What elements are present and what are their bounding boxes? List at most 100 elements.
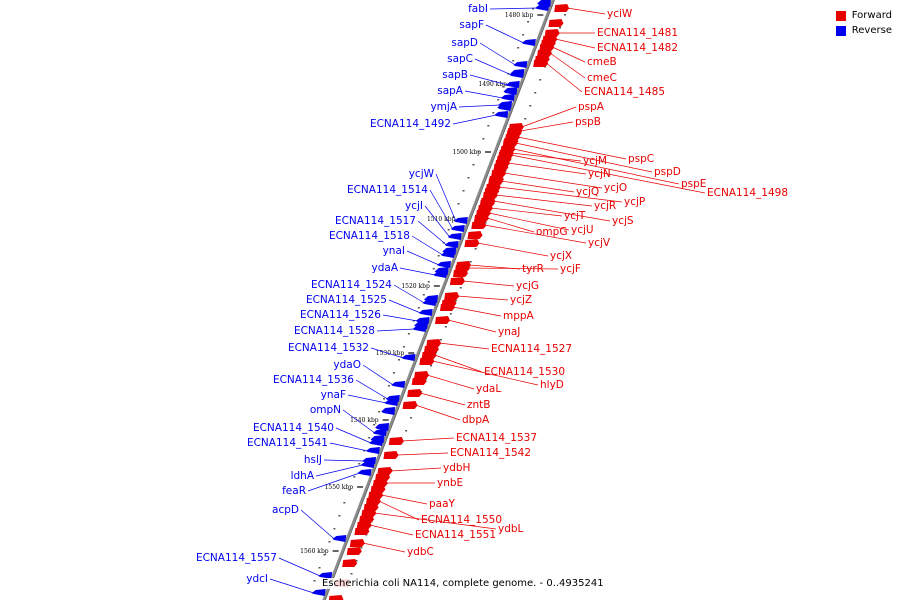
reverse-leader-line <box>382 314 418 322</box>
reverse-gene-label: ECNA114_1525 <box>306 294 387 306</box>
reverse-feature <box>318 572 333 579</box>
reverse-leader-line <box>376 328 415 332</box>
forward-gene-label: ycjP <box>624 196 645 208</box>
reverse-feature <box>442 247 457 255</box>
forward-leader-line <box>490 207 563 217</box>
reverse-gene-label: ECNA114_1524 <box>311 279 392 291</box>
reverse-feature <box>381 407 396 415</box>
minor-dot <box>534 92 537 94</box>
reverse-feature <box>360 461 375 468</box>
forward-leader-line <box>549 52 586 79</box>
forward-gene-label: ycjV <box>588 237 611 249</box>
minor-dot <box>348 489 351 491</box>
reverse-feature <box>414 321 429 329</box>
forward-feature <box>441 299 457 307</box>
forward-gene-label: pspA <box>578 101 605 113</box>
forward-leader-line <box>439 342 490 350</box>
forward-leader-line <box>507 162 587 175</box>
reverse-feature <box>311 589 326 596</box>
minor-dot <box>462 190 465 192</box>
forward-gene-label: ycjO <box>604 182 627 194</box>
forward-leader-line <box>420 392 466 406</box>
reverse-leader-line <box>485 24 524 44</box>
legend: Forward Reverse <box>835 8 892 38</box>
minor-dot <box>454 300 457 302</box>
reverse-gene-label: fabI <box>468 3 488 15</box>
minor-dot <box>449 313 452 315</box>
forward-gene-label: ECNA114_1530 <box>484 366 565 378</box>
reverse-leader-line <box>411 235 444 256</box>
reverse-gene-label: ECNA114_1526 <box>300 309 381 321</box>
reverse-feature <box>503 87 518 95</box>
reverse-gene-label: ycjI <box>405 200 423 212</box>
forward-feature <box>346 547 362 555</box>
forward-feature <box>467 231 483 239</box>
forward-gene-label: pspD <box>654 166 681 178</box>
reverse-feature <box>497 103 512 111</box>
forward-feature <box>354 527 370 535</box>
forward-leader-line <box>545 62 583 93</box>
reverse-leader-line <box>474 58 512 76</box>
forward-feature <box>342 559 358 567</box>
forward-feature <box>349 539 365 547</box>
forward-gene-label: paaY <box>429 498 456 510</box>
forward-feature <box>554 4 570 12</box>
forward-feature <box>407 389 423 397</box>
forward-leader-line <box>495 194 593 207</box>
forward-gene-label: ECNA114_1482 <box>597 42 678 54</box>
forward-feature <box>383 451 399 459</box>
forward-leader-line <box>510 154 706 194</box>
forward-leader-line <box>415 404 461 421</box>
tick-label: 1560 kbp <box>300 548 329 555</box>
reverse-gene-label: ydaO <box>333 359 361 371</box>
forward-feature <box>363 503 379 511</box>
forward-feature <box>544 29 560 37</box>
forward-leader-line <box>362 542 406 553</box>
reverse-leader-line <box>342 409 376 434</box>
forward-leader-line <box>515 142 653 173</box>
genome-backbone <box>322 0 555 600</box>
reverse-gene-label: sapF <box>459 19 484 31</box>
reverse-leader-line <box>429 189 454 230</box>
reverse-feature <box>437 261 452 268</box>
reverse-gene-label: hslJ <box>304 454 322 466</box>
minor-dot <box>405 430 408 432</box>
forward-gene-label: ycjZ <box>510 294 532 306</box>
reverse-leader-line <box>300 509 335 540</box>
forward-gene-label: pspC <box>628 153 654 165</box>
forward-feature <box>423 345 439 353</box>
reverse-feature <box>357 469 372 476</box>
minor-dot <box>427 281 430 283</box>
forward-leader-line <box>552 46 586 63</box>
forward-gene-label: ECNA114_1550 <box>421 514 502 526</box>
minor-dot <box>444 326 447 328</box>
forward-feature <box>402 401 418 409</box>
forward-gene-label: yciW <box>607 8 633 20</box>
minor-dot <box>328 541 331 543</box>
tick-label: 1550 kbp <box>325 484 354 491</box>
reverse-leader-line <box>329 442 369 452</box>
minor-dot <box>378 411 381 413</box>
forward-feature <box>413 371 429 379</box>
minor-dot <box>407 333 410 335</box>
reverse-leader-line <box>458 104 501 108</box>
forward-gene-label: ECNA114_1542 <box>450 447 531 459</box>
reverse-leader-line <box>393 284 425 304</box>
reverse-feature <box>401 354 416 361</box>
reverse-gene-label: ycjW <box>409 168 435 180</box>
reverse-feature <box>494 111 509 118</box>
forward-gene-label: ydaL <box>476 383 501 395</box>
forward-feature <box>540 39 556 47</box>
minor-dot <box>397 359 400 361</box>
reverse-feature <box>513 61 528 68</box>
forward-gene-label: ynaJ <box>498 326 520 338</box>
reverse-gene-label: ECNA114_1540 <box>253 422 334 434</box>
reverse-leader-line <box>307 472 360 492</box>
minor-dot <box>527 21 530 23</box>
minor-dot <box>412 320 415 322</box>
forward-gene-label: ECNA114_1537 <box>456 432 537 444</box>
minor-dot <box>318 567 321 569</box>
forward-gene-label: ynbE <box>437 477 463 489</box>
minor-dot <box>492 112 495 114</box>
reverse-leader-line <box>323 459 365 462</box>
